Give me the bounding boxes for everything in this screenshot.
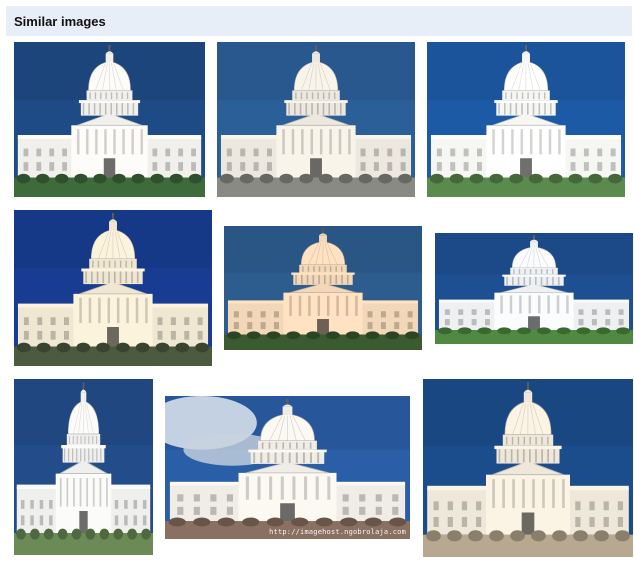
- capitol-photo: [14, 42, 205, 197]
- image-watermark: http://imagehost.ngobrolaja.com: [269, 528, 406, 536]
- capitol-photo: [427, 42, 625, 197]
- capitol-photo: [165, 396, 410, 539]
- similar-image-1[interactable]: [14, 42, 205, 197]
- similar-image-8[interactable]: http://imagehost.ngobrolaja.com: [165, 396, 410, 539]
- section-header: Similar images: [6, 6, 632, 36]
- section-title: Similar images: [14, 13, 106, 29]
- capitol-photo: [224, 226, 422, 350]
- capitol-photo: [14, 379, 153, 555]
- similar-image-5[interactable]: [224, 226, 422, 350]
- similar-image-6[interactable]: [435, 233, 633, 344]
- capitol-photo: [217, 42, 415, 197]
- similar-image-2[interactable]: [217, 42, 415, 197]
- similar-image-9[interactable]: [423, 379, 633, 557]
- capitol-photo: [435, 233, 633, 344]
- capitol-photo: [423, 379, 633, 557]
- similar-image-7[interactable]: [14, 379, 153, 555]
- similar-image-4[interactable]: [14, 210, 212, 366]
- capitol-photo: [14, 210, 212, 366]
- similar-image-3[interactable]: [427, 42, 625, 197]
